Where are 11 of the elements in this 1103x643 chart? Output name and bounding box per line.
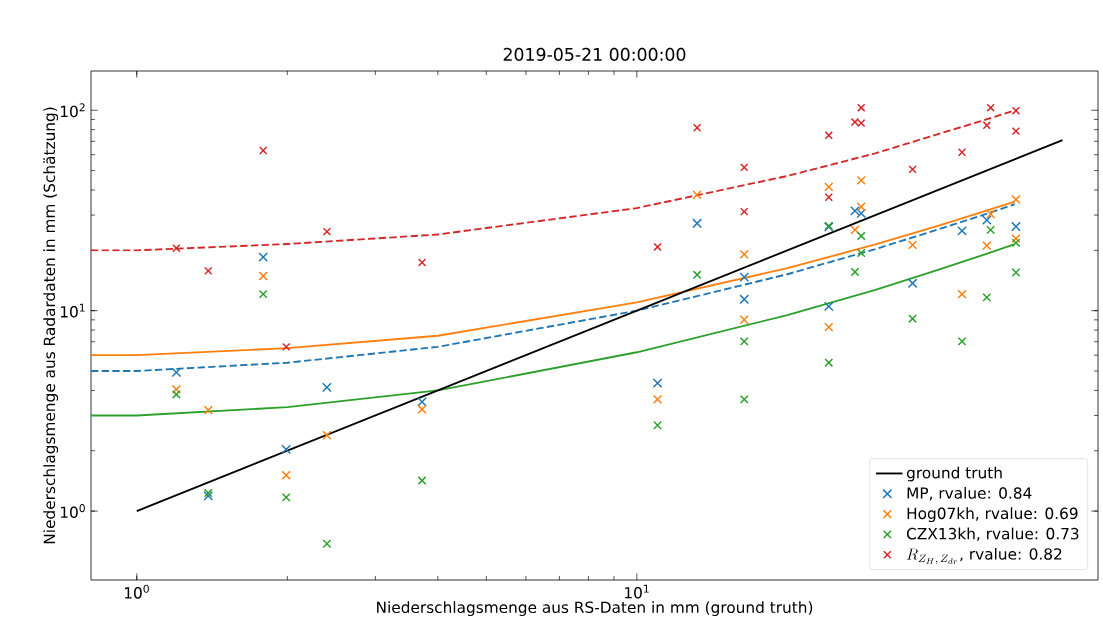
y-axis-title: Niederschlagsmenge aus Radardaten in mm (Schätzung)	[43, 107, 59, 544]
x-axis-title: Niederschlagsmenge aus RS-Daten in mm (ground truth)	[377, 601, 813, 617]
chart-title: 2019-05-21 00:00:00	[503, 47, 686, 61]
y-tick-label: 10$^{2}$	[60, 103, 85, 118]
legend-label: Hog07kh, rvalue: 0.69	[907, 507, 1078, 523]
y-tick-label: 10$^{0}$	[60, 504, 85, 519]
legend-label: $R_{Z_H,\,Z_{dr}}\text{, rvalue: 0.82}$	[906, 547, 1062, 564]
legend-label: MP, rvalue: 0.84	[907, 486, 1032, 501]
legend-label: CZX13kh, rvalue: 0.73	[906, 527, 1079, 542]
legend-label: ground truth	[906, 466, 1002, 482]
y-tick-label: 10$^{1}$	[60, 303, 85, 318]
